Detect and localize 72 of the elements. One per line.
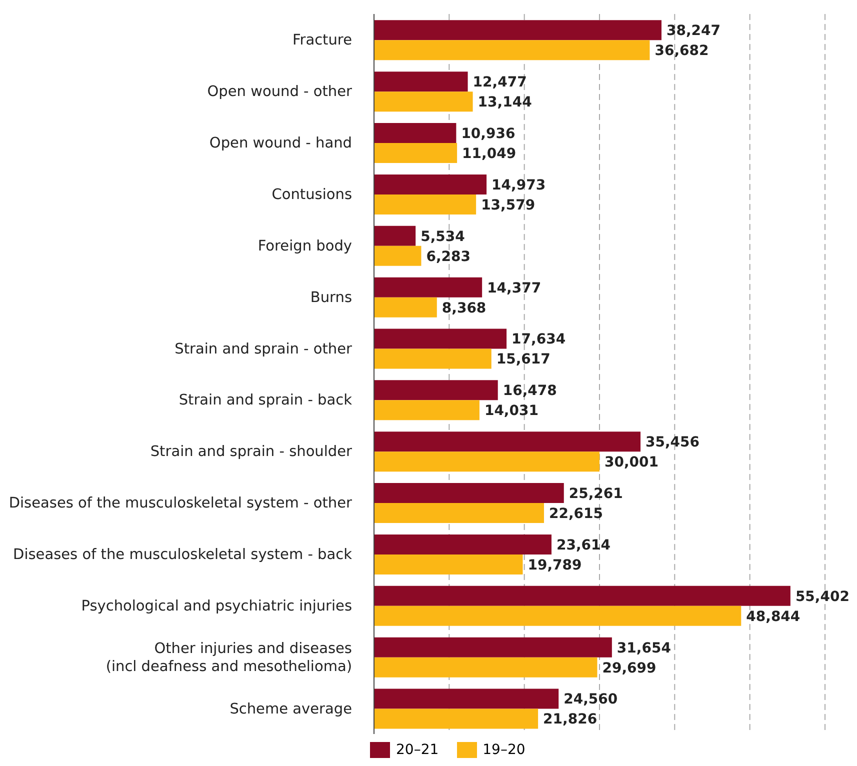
bar: [374, 123, 456, 144]
bar: [374, 380, 498, 400]
y-tick-label: Open wound - other: [207, 84, 352, 100]
data-label: 24,560: [564, 692, 618, 708]
data-label: 13,579: [481, 197, 536, 214]
data-label: 5,534: [420, 228, 466, 245]
data-label: 38,247: [666, 23, 721, 40]
bar: [374, 708, 538, 729]
data-label: 55,402: [795, 588, 850, 605]
data-label: 6,283: [426, 248, 471, 265]
bar: [374, 277, 482, 298]
data-label: 15,617: [496, 352, 550, 368]
y-tick-label: Contusions: [272, 187, 352, 203]
data-label: 36,682: [654, 43, 709, 60]
bar: [374, 92, 473, 112]
bar: [374, 297, 437, 318]
y-tick-label: Diseases of the musculoskeletal system - other: [8, 496, 352, 512]
data-label: 13,144: [478, 94, 532, 111]
bar: [374, 554, 523, 574]
bar: [374, 20, 662, 40]
data-label: 11,049: [462, 146, 516, 162]
data-label: 10,936: [461, 126, 516, 142]
data-label: 48,844: [746, 608, 800, 625]
bar: [374, 174, 487, 194]
data-label: 23,614: [556, 537, 611, 554]
data-label: 31,654: [616, 640, 672, 656]
bar: [374, 40, 650, 60]
y-tick-label: Diseases of the musculoskeletal system - back: [13, 547, 353, 563]
data-label: 14,973: [492, 177, 546, 194]
data-label: 17,634: [512, 332, 566, 348]
y-tick-label: Strain and sprain - back: [178, 392, 353, 409]
y-tick-label: Foreign body: [258, 238, 352, 254]
y-tick-label: Open wound - hand: [209, 136, 352, 152]
data-label: 16,478: [502, 383, 557, 400]
bar: [374, 534, 552, 554]
bar: [374, 400, 480, 420]
y-tick-label: Burns: [310, 290, 352, 306]
data-label: 29,699: [602, 660, 656, 676]
bar: [374, 688, 559, 709]
bar: [374, 452, 600, 472]
legend-label: 19–20: [482, 742, 526, 758]
data-label: 35,456: [646, 434, 700, 451]
bar: [374, 246, 422, 266]
data-label: 21,826: [543, 712, 598, 728]
bar: [374, 194, 476, 214]
bar: [374, 432, 641, 452]
bar: [374, 348, 492, 369]
bar: [374, 226, 416, 246]
data-label: 22,615: [548, 506, 604, 522]
bar: [374, 586, 790, 606]
bar: [374, 72, 468, 92]
data-label: 30,001: [604, 454, 659, 471]
bar: [374, 637, 612, 658]
y-tick-label: Strain and sprain - other: [174, 341, 352, 358]
bar: [374, 328, 507, 349]
bar: [374, 503, 544, 524]
data-label: 12,477: [472, 74, 527, 91]
y-tick-label: Other injuries and diseases (incl deafness and mesothelioma): [106, 640, 352, 675]
bar: [374, 606, 742, 626]
data-label: 25,261: [568, 486, 623, 502]
data-label: 19,789: [528, 557, 582, 574]
bar: [374, 143, 458, 164]
data-label: 14,377: [487, 280, 542, 296]
data-label: 8,368: [442, 300, 486, 316]
legend-label: 20–21: [395, 742, 439, 758]
y-tick-label: Psychological and psychiatric injuries: [81, 598, 352, 614]
bar: [374, 483, 564, 504]
y-tick-label: Strain and sprain - shoulder: [150, 444, 352, 460]
bar: [374, 657, 598, 678]
y-tick-label: Scheme average: [230, 701, 352, 718]
y-tick-label: Fracture: [292, 32, 352, 49]
data-label: 14,031: [484, 403, 538, 420]
